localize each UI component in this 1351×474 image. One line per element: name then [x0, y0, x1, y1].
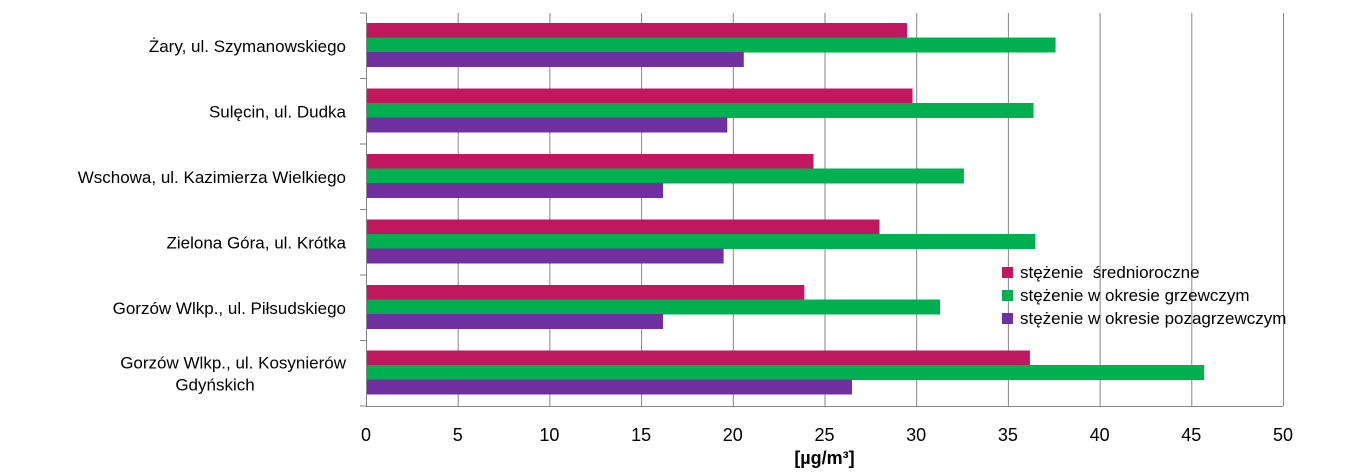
bar-1-6 — [366, 350, 1030, 366]
x-tick-label: 35 — [998, 425, 1018, 445]
category-label: Zielona Góra, ul. Krótka — [166, 233, 346, 252]
bar-2-3 — [366, 168, 964, 184]
x-tick-label: 40 — [1090, 425, 1110, 445]
legend-swatch-2 — [1002, 290, 1013, 301]
category-label: Gorzów Wlkp., ul. Piłsudskiego — [113, 299, 346, 318]
bar-1-3 — [366, 154, 814, 169]
bar-3-2 — [366, 117, 728, 133]
x-tick-label: 5 — [453, 425, 463, 445]
category-label: Żary, ul. Szymanowskiego — [149, 37, 346, 56]
category-label: Sulęcin, ul. Dudka — [209, 102, 347, 121]
bar-3-6 — [366, 379, 853, 395]
x-axis-label: [µg/m³] — [794, 448, 854, 468]
x-tick-label: 0 — [361, 425, 371, 445]
x-tick-label: 30 — [906, 425, 926, 445]
legend-label-2: stężenie w okresie grzewczym — [1020, 286, 1250, 305]
category-label: Wschowa, ul. Kazimierza Wielkiego — [78, 168, 346, 187]
bar-3-4 — [366, 248, 724, 264]
bar-1-4 — [366, 219, 880, 235]
bar-2-1 — [366, 37, 1056, 53]
category-label: Gdyńskich — [175, 375, 254, 394]
bar-3-3 — [366, 183, 664, 198]
bar-1-2 — [366, 88, 913, 104]
legend-label-3: stężenie w okresie pozagrzewczym — [1020, 309, 1286, 328]
bar-2-6 — [366, 365, 1205, 380]
legend-swatch-1 — [1002, 267, 1013, 278]
bar-3-5 — [366, 314, 664, 329]
x-tick-label: 50 — [1273, 425, 1293, 445]
x-tick-label: 15 — [631, 425, 651, 445]
bar-3-1 — [366, 52, 744, 67]
bar-1-1 — [366, 23, 908, 38]
legend-swatch-3 — [1002, 313, 1013, 324]
x-tick-label: 20 — [723, 425, 743, 445]
bar-2-5 — [366, 299, 941, 315]
bar-2-2 — [366, 103, 1034, 118]
legend-label-1: stężenie średnioroczne — [1020, 263, 1200, 282]
x-tick-label: 25 — [814, 425, 834, 445]
bar-2-4 — [366, 234, 1036, 249]
bar-1-5 — [366, 285, 805, 300]
category-label: Gorzów Wlkp., ul. Kosynierów — [120, 353, 347, 372]
x-tick-label: 45 — [1181, 425, 1201, 445]
x-tick-label: 10 — [539, 425, 559, 445]
